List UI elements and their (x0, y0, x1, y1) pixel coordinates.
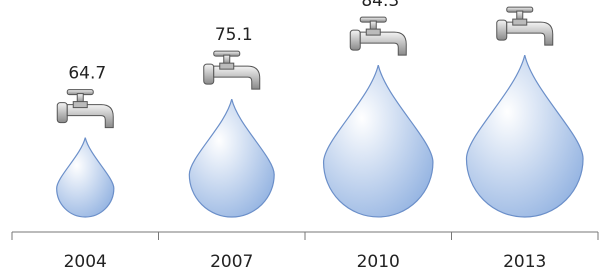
water-drop (466, 55, 583, 217)
x-tick-label: 2007 (210, 252, 253, 272)
water-drop (57, 138, 114, 217)
value-label: 87.0 (508, 0, 546, 1)
faucet-base (204, 64, 214, 84)
unit-label: (%) (553, 0, 582, 1)
water-drop (189, 99, 274, 217)
faucet-icon (204, 51, 260, 89)
chart: 2004 64.7 2007 75.1 2010 84.3 2013 87.0 (%) (0, 0, 603, 277)
faucet-nut (366, 29, 380, 35)
value-label: 64.7 (68, 64, 106, 84)
x-tick-label: 2004 (64, 252, 107, 272)
faucet-base (57, 103, 67, 123)
x-tick-label: 2013 (503, 252, 546, 272)
faucet-base (350, 30, 360, 50)
faucet-icon (57, 90, 113, 128)
water-drop (324, 65, 433, 217)
page: {"chart_data": {"type": "pictogram", "ca… (0, 0, 603, 277)
faucet-nut (220, 63, 234, 69)
faucet-icon (350, 17, 406, 55)
faucet-nut (73, 102, 87, 108)
faucet-icon (497, 7, 553, 45)
value-label: 75.1 (215, 25, 253, 45)
value-label: 84.3 (361, 0, 399, 11)
faucet-nut (513, 19, 527, 25)
faucet-base (497, 20, 507, 40)
x-tick-label: 2010 (357, 252, 400, 272)
